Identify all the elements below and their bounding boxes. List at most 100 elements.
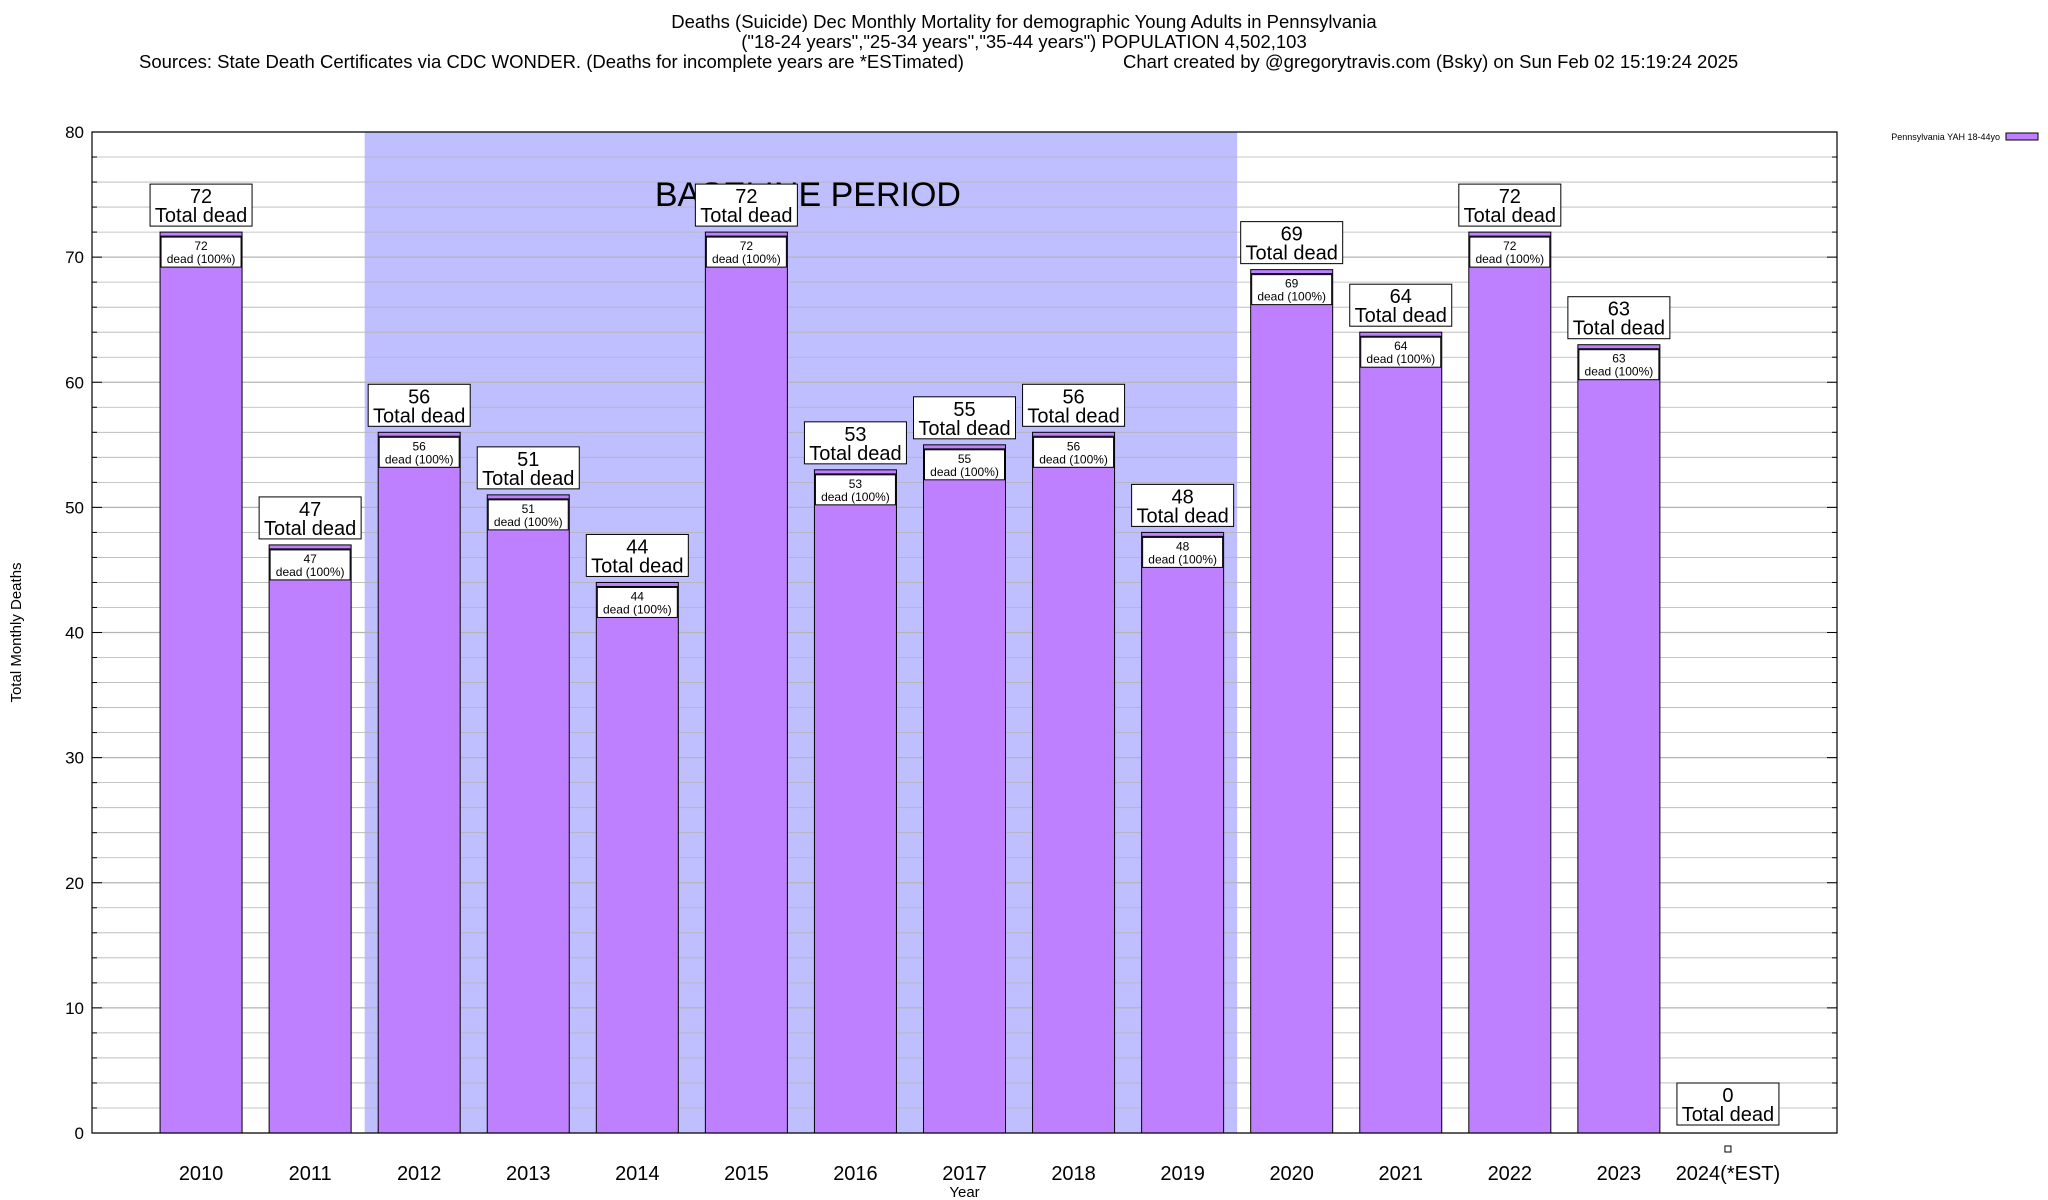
bar-total-label: Total dead	[1136, 505, 1228, 527]
bar-total-label: Total dead	[1573, 318, 1665, 340]
bar	[159, 231, 243, 1134]
x-tick-label: 2023	[1597, 1163, 1642, 1185]
bar-inner-percent: dead (100%)	[1366, 352, 1435, 366]
bar-total-value: 51	[517, 449, 539, 471]
bar-total-label-box	[1567, 296, 1671, 340]
bar-total-label-box	[149, 183, 253, 227]
bar	[377, 431, 461, 1134]
bar-inner-label-box	[705, 236, 787, 268]
bar-total-value: 53	[844, 424, 866, 446]
bar-total-value: 56	[408, 386, 430, 408]
bar	[1141, 531, 1225, 1134]
x-axis-label: Year	[949, 1184, 979, 1200]
bar-inner-percent: dead (100%)	[1585, 365, 1654, 379]
bar-inner-label-box	[1469, 236, 1551, 268]
bar-total-label: Total dead	[1355, 305, 1447, 327]
bar-inner-label-box	[487, 499, 569, 531]
x-tick-label: 2014	[615, 1163, 660, 1185]
x-tick-label: 2021	[1379, 1163, 1424, 1185]
x-tick-label: 2015	[724, 1163, 769, 1185]
x-tick-label: 2017	[942, 1163, 987, 1185]
bar	[923, 444, 1006, 1134]
bar-inner-value: 64	[1394, 339, 1408, 353]
bar-total-label-box	[1131, 483, 1235, 527]
x-tick-label: 2018	[1051, 1163, 1096, 1185]
bar-total-value: 55	[953, 399, 975, 421]
bar-inner-label-box	[269, 549, 351, 581]
chart-sources-line: Sources: State Death Certificates via CD…	[139, 52, 2048, 72]
bar	[1250, 269, 1334, 1134]
x-tick-label: 2022	[1488, 1163, 1533, 1185]
bar-inner-label-box	[1142, 536, 1224, 568]
x-tick-label: 2011	[289, 1163, 332, 1185]
bar-inner-percent: dead (100%)	[1148, 552, 1217, 566]
bar-inner-value: 72	[1503, 239, 1517, 253]
bar-total-label: Total dead	[1246, 243, 1338, 265]
bar	[486, 494, 570, 1134]
bar	[595, 581, 679, 1134]
bar-inner-percent: dead (100%)	[167, 252, 236, 266]
y-axis-label: Total Monthly Deaths	[8, 562, 25, 702]
bar-total-label-box	[803, 421, 907, 465]
bar	[704, 231, 788, 1134]
x-tick-label: 2010	[179, 1163, 224, 1185]
bar	[1032, 431, 1116, 1134]
y-tick-label: 20	[65, 874, 84, 893]
y-tick-label: 0	[75, 1124, 84, 1143]
bar-inner-label-box	[1251, 274, 1333, 306]
bar-inner-label-box	[1033, 436, 1115, 468]
bar-total-label-box	[1022, 383, 1126, 427]
bar-inner-percent: dead (100%)	[1475, 252, 1544, 266]
x-tick-label: 2019	[1160, 1163, 1205, 1185]
bar-inner-label-box	[1578, 349, 1660, 381]
y-tick-label: 60	[65, 373, 84, 392]
plot-border	[91, 131, 1838, 1134]
bar-inner-value: 72	[740, 239, 754, 253]
bar-inner-value: 56	[1067, 439, 1081, 453]
bar-inner-label-box	[924, 449, 1005, 481]
bar-total-label-box	[1676, 1082, 1780, 1126]
bar-total-label: Total dead	[1682, 1104, 1774, 1126]
bar-total-value: 48	[1172, 486, 1194, 508]
bar-total-label: Total dead	[1027, 405, 1119, 427]
x-tick-label: 2024(*EST)	[1676, 1163, 1781, 1185]
bar-inner-value: 51	[522, 502, 536, 516]
chart-credit: Chart created by @gregorytravis.com (Bsk…	[1123, 51, 1739, 72]
y-tick-label: 10	[65, 999, 84, 1018]
bar	[1468, 231, 1552, 1134]
chart-title: Deaths (Suicide) Dec Monthly Mortality f…	[671, 11, 1377, 32]
bar-total-label-box	[1458, 183, 1562, 227]
bar-total-value: 47	[299, 499, 321, 521]
bar-inner-label-box	[1360, 336, 1442, 368]
x-tick-label: 2012	[397, 1163, 442, 1185]
bar-total-value: 64	[1390, 286, 1412, 308]
bar-total-value: 0	[1722, 1085, 1733, 1107]
bar-inner-value: 72	[194, 239, 208, 253]
chart-title-block: Deaths (Suicide) Dec Monthly Mortality f…	[0, 12, 2048, 72]
bar-total-label-box	[913, 396, 1016, 440]
bar	[813, 469, 897, 1134]
bar-inner-value: 55	[958, 452, 972, 466]
legend-label: Pennsylvania YAH 18-44yo	[1891, 132, 2000, 142]
bar-total-label-box	[1240, 221, 1344, 265]
y-tick-label: 70	[65, 248, 84, 267]
bar-inner-value: 63	[1612, 352, 1626, 366]
bar-total-label: Total dead	[918, 418, 1010, 440]
bar-inner-percent: dead (100%)	[276, 565, 345, 579]
bar-total-label-box	[1349, 283, 1453, 327]
bar	[1359, 331, 1443, 1134]
bar-total-label: Total dead	[591, 555, 683, 577]
y-tick-label: 40	[65, 624, 84, 643]
bar-total-label: Total dead	[155, 205, 247, 227]
bar-total-value: 63	[1608, 299, 1630, 321]
bar-inner-label-box	[814, 474, 896, 506]
bar-inner-label-box	[596, 586, 678, 618]
bar	[1577, 344, 1661, 1134]
chart-subtitle: ("18-24 years","25-34 years","35-44 year…	[741, 31, 1307, 52]
bar-inner-percent: dead (100%)	[930, 465, 999, 479]
bar-inner-value: 44	[631, 589, 645, 603]
bar-inner-value: 69	[1285, 277, 1299, 291]
x-tick-label: 2020	[1269, 1163, 1314, 1185]
bar-zero-marker	[1724, 1145, 1732, 1153]
bar-total-label-box	[367, 383, 471, 427]
